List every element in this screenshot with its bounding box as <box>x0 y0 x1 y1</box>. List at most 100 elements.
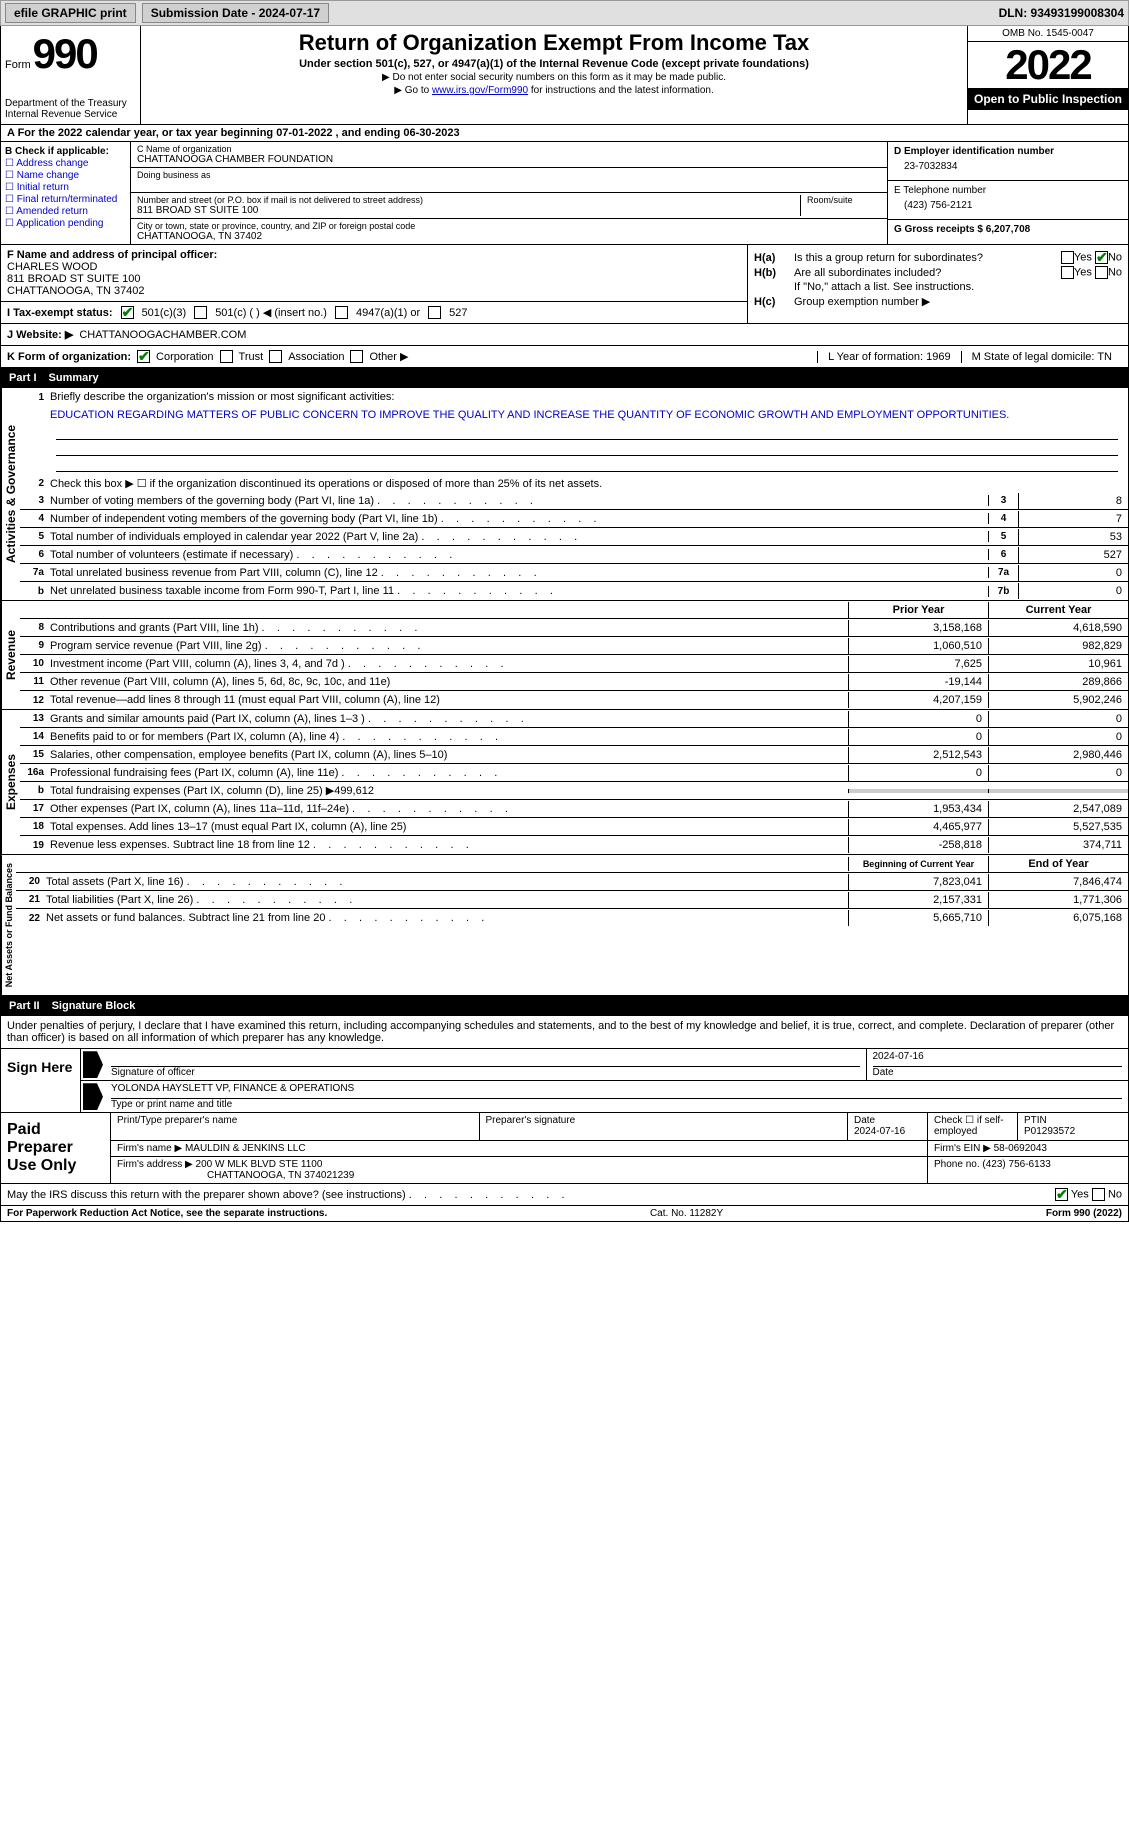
firm-phone: (423) 756-6133 <box>982 1159 1050 1170</box>
p14: 0 <box>848 729 988 745</box>
state-domicile: M State of legal domicile: TN <box>961 351 1122 363</box>
ptin-lbl: PTIN <box>1024 1115 1122 1126</box>
officer-name-title: YOLONDA HAYSLETT VP, FINANCE & OPERATION… <box>111 1083 1122 1099</box>
line16b: Total fundraising expenses (Part IX, col… <box>50 782 848 799</box>
line19: Revenue less expenses. Subtract line 18 … <box>50 837 848 853</box>
faddr-lbl: Firm's address ▶ <box>117 1159 193 1170</box>
summary-governance: Activities & Governance 1 Briefly descri… <box>0 388 1129 601</box>
fein: 58-0692043 <box>994 1143 1047 1154</box>
tax-year: 2022 <box>968 42 1128 88</box>
pp-name-lbl: Print/Type preparer's name <box>117 1115 473 1126</box>
chk-corp[interactable] <box>137 350 150 363</box>
line20: Total assets (Part X, line 16) <box>46 874 848 890</box>
note-goto: ▶ Go to www.irs.gov/Form990 for instruct… <box>149 85 959 96</box>
chk-trust[interactable] <box>220 350 233 363</box>
irs-link[interactable]: www.irs.gov/Form990 <box>432 85 528 96</box>
pp-sig-lbl: Preparer's signature <box>486 1115 842 1126</box>
p17: 1,953,434 <box>848 801 988 817</box>
p22: 5,665,710 <box>848 910 988 926</box>
line15: Salaries, other compensation, employee b… <box>50 747 848 763</box>
line22: Net assets or fund balances. Subtract li… <box>46 910 848 926</box>
c18: 5,527,535 <box>988 819 1128 835</box>
open-public: Open to Public Inspection <box>968 88 1128 110</box>
hc-label: H(c) <box>754 296 794 308</box>
chk-address[interactable]: ☐ Address change <box>5 158 126 169</box>
p15: 2,512,543 <box>848 747 988 763</box>
col-d: D Employer identification number 23-7032… <box>888 142 1128 244</box>
hb-no[interactable] <box>1095 266 1108 279</box>
org-address: 811 BROAD ST SUITE 100 <box>137 205 794 216</box>
dln: DLN: 93493199008304 <box>999 6 1124 20</box>
c11: 289,866 <box>988 674 1128 690</box>
website: CHATTANOOGACHAMBER.COM <box>79 329 246 341</box>
mission: EDUCATION REGARDING MATTERS OF PUBLIC CO… <box>50 407 1128 423</box>
chk-other[interactable] <box>350 350 363 363</box>
may-yes[interactable] <box>1055 1188 1068 1201</box>
section-bcd: B Check if applicable: ☐ Address change … <box>0 142 1129 244</box>
chk-name[interactable]: ☐ Name change <box>5 170 126 181</box>
sign-here: Sign Here Signature of officer 2024-07-1… <box>0 1049 1129 1113</box>
line11: Other revenue (Part VIII, column (A), li… <box>50 674 848 690</box>
may-no[interactable] <box>1092 1188 1105 1201</box>
p19: -258,818 <box>848 837 988 853</box>
telephone: (423) 756-2121 <box>894 196 1122 215</box>
sign-here-label: Sign Here <box>1 1049 81 1112</box>
paid-preparer: Paid Preparer Use Only Print/Type prepar… <box>0 1113 1129 1184</box>
chk-501c[interactable] <box>194 306 207 319</box>
omb-number: OMB No. 1545-0047 <box>968 26 1128 42</box>
summary-netassets: Net Assets or Fund Balances Beginning of… <box>0 855 1129 996</box>
hb-yes[interactable] <box>1061 266 1074 279</box>
part2-label: Part II <box>9 1000 40 1012</box>
line14: Benefits paid to or for members (Part IX… <box>50 729 848 745</box>
firm-addr2: CHATTANOOGA, TN 374021239 <box>117 1170 921 1181</box>
chk-final[interactable]: ☐ Final return/terminated <box>5 194 126 205</box>
line2: Check this box ▶ ☐ if the organization d… <box>50 475 1128 492</box>
form-header: Form 990 Department of the Treasury Inte… <box>0 26 1129 125</box>
chk-pending[interactable]: ☐ Application pending <box>5 218 126 229</box>
chk-initial[interactable]: ☐ Initial return <box>5 182 126 193</box>
c8: 4,618,590 <box>988 620 1128 636</box>
line6: Total number of volunteers (estimate if … <box>50 547 988 563</box>
row-j: J Website: ▶ CHATTANOOGACHAMBER.COM <box>0 324 1129 346</box>
city-label: City or town, state or province, country… <box>137 221 881 231</box>
line3: Number of voting members of the governin… <box>50 493 988 509</box>
gross-receipts: G Gross receipts $ 6,207,708 <box>894 224 1122 235</box>
p20: 7,823,041 <box>848 874 988 890</box>
sig-date: 2024-07-16 <box>873 1051 1123 1067</box>
chk-assoc[interactable] <box>269 350 282 363</box>
addr-label: Number and street (or P.O. box if mail i… <box>137 195 794 205</box>
form-title: Return of Organization Exempt From Incom… <box>149 30 959 56</box>
date-label: Date <box>873 1067 1123 1078</box>
p11: -19,144 <box>848 674 988 690</box>
c13: 0 <box>988 711 1128 727</box>
org-name: CHATTANOOGA CHAMBER FOUNDATION <box>137 154 881 165</box>
k-label: K Form of organization: <box>7 351 131 363</box>
efile-button[interactable]: efile GRAPHIC print <box>5 3 136 23</box>
chk-4947[interactable] <box>335 306 348 319</box>
ha-no[interactable] <box>1095 251 1108 264</box>
chk-amended[interactable]: ☐ Amended return <box>5 206 126 217</box>
col-b: B Check if applicable: ☐ Address change … <box>1 142 131 244</box>
officer-addr1: 811 BROAD ST SUITE 100 <box>7 273 741 285</box>
ha-yes[interactable] <box>1061 251 1074 264</box>
line10: Investment income (Part VIII, column (A)… <box>50 656 848 672</box>
ha-text: Is this a group return for subordinates? <box>794 252 1061 264</box>
chk-527[interactable] <box>428 306 441 319</box>
col-c: C Name of organization CHATTANOOGA CHAMB… <box>131 142 888 244</box>
b-label: B Check if applicable: <box>5 146 126 157</box>
declaration: Under penalties of perjury, I declare th… <box>0 1016 1129 1049</box>
part1-header: Part I Summary <box>0 368 1129 388</box>
current-hdr: Current Year <box>988 602 1128 618</box>
summary-expenses: Expenses 13Grants and similar amounts pa… <box>0 710 1129 855</box>
section-fh: F Name and address of principal officer:… <box>0 244 1129 324</box>
line13: Grants and similar amounts paid (Part IX… <box>50 711 848 727</box>
header-left: Form 990 Department of the Treasury Inte… <box>1 26 141 124</box>
year-formation: L Year of formation: 1969 <box>817 351 961 363</box>
c14: 0 <box>988 729 1128 745</box>
may-text: May the IRS discuss this return with the… <box>7 1189 565 1201</box>
line16a: Professional fundraising fees (Part IX, … <box>50 765 848 781</box>
part2-title: Signature Block <box>52 1000 136 1012</box>
line8: Contributions and grants (Part VIII, lin… <box>50 620 848 636</box>
p8: 3,158,168 <box>848 620 988 636</box>
chk-501c3[interactable] <box>121 306 134 319</box>
